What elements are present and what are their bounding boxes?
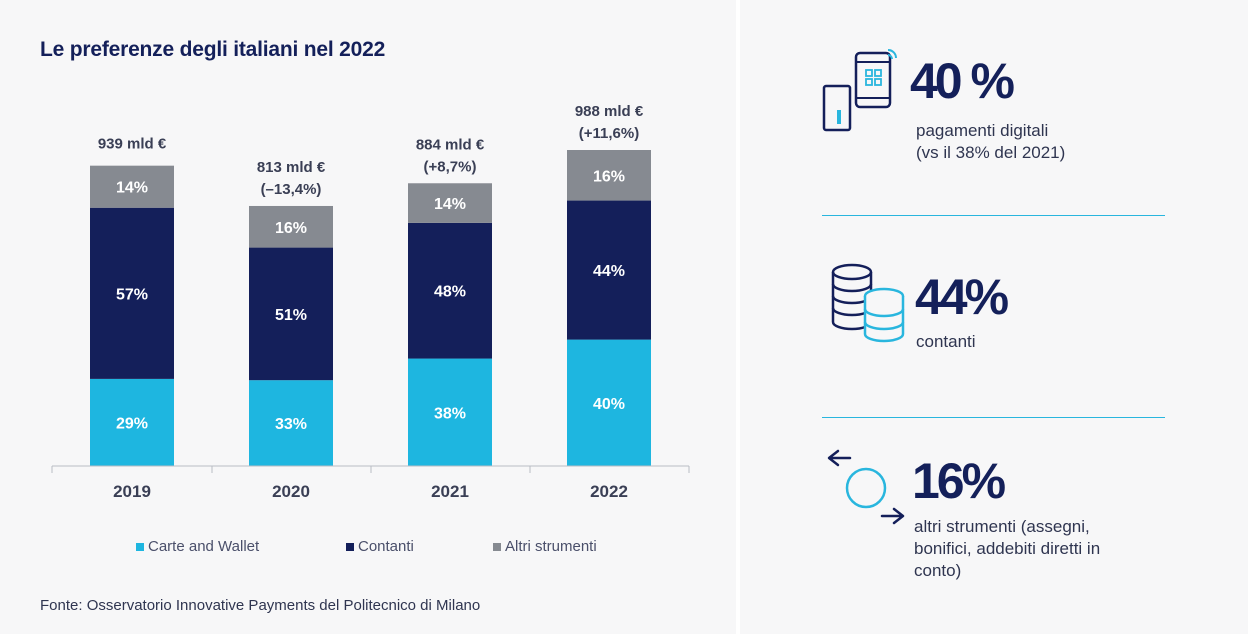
x-tick-label: 2020 <box>272 482 310 501</box>
chart-title: Le preferenze degli italiani nel 2022 <box>40 38 386 61</box>
bar-segment-altri-strumenti-2022 <box>567 150 651 201</box>
stat-label-altri-line-2: bonifici, addebiti diretti in <box>914 539 1101 558</box>
bar-segment-altri-strumenti-2020 <box>249 205 333 248</box>
stat-label-digital-line-2: (vs il 38% del 2021) <box>916 143 1066 162</box>
stat-label-digital-line-1: pagamenti digitali <box>916 121 1049 140</box>
bar-total-label: 988 mld € <box>575 103 644 120</box>
x-tick-label: 2021 <box>431 482 469 501</box>
segment-label: 44% <box>593 263 625 280</box>
bar-segment-altri-strumenti-2019 <box>90 165 174 208</box>
bar-segment-altri-strumenti-2021 <box>408 183 492 223</box>
bar-change-label: (+11,6%) <box>579 125 639 142</box>
legend-swatch-contanti <box>346 542 354 551</box>
phone-card-icon <box>822 49 897 132</box>
coins-icon <box>831 263 905 343</box>
legend-label-altri: Altri strumenti <box>505 538 597 555</box>
bar-segment-contanti-2020 <box>249 247 333 381</box>
stat-value-digital: 40 % <box>910 53 1015 109</box>
legend-item-contanti: Contanti <box>346 538 414 555</box>
divider-1 <box>822 215 1165 216</box>
legend-swatch-carte <box>136 542 144 551</box>
stat-value-contanti: 44% <box>915 269 1009 325</box>
segment-label: 14% <box>434 196 466 213</box>
divider-2 <box>822 417 1165 418</box>
segment-label: 51% <box>275 307 307 324</box>
segment-label: 16% <box>275 220 307 237</box>
stat-label-digital: pagamenti digitali (vs il 38% del 2021) <box>916 120 1065 164</box>
stat-label-altri-line-1: altri strumenti (assegni, <box>914 517 1090 536</box>
bar-segment-carte-and-wallet-2021 <box>408 358 492 466</box>
bar-total-label: 884 mld € <box>416 136 485 153</box>
bar-segment-contanti-2021 <box>408 222 492 359</box>
chart-legend: Carte and Wallet Contanti Altri strument… <box>0 538 736 558</box>
segment-label: 38% <box>434 405 466 422</box>
segment-label: 14% <box>116 180 148 197</box>
bar-total-label: 813 mld € <box>257 159 326 176</box>
stacked-bar-chart: 29% 57% 14% 2019 939 mld € 33% 51% 16% 2020 (–13,… <box>51 103 690 501</box>
exchange-arrows-icon <box>827 449 905 525</box>
stat-label-contanti: contanti <box>916 331 976 353</box>
stat-label-altri-line-3: conto) <box>914 561 962 580</box>
stat-value-altri: 16% <box>912 453 1006 509</box>
bar-segment-carte-and-wallet-2022 <box>567 339 651 466</box>
segment-label: 48% <box>434 284 466 301</box>
segment-label: 33% <box>275 416 307 433</box>
segment-label: 29% <box>116 415 148 432</box>
legend-item-carte: Carte and Wallet <box>136 538 259 555</box>
segment-label: 57% <box>116 286 148 303</box>
legend-swatch-altri <box>493 542 501 551</box>
legend-label-carte: Carte and Wallet <box>148 538 260 555</box>
stat-label-altri: altri strumenti (assegni, bonifici, adde… <box>914 516 1100 582</box>
bar-total-label: 939 mld € <box>98 136 167 153</box>
stat-label-contanti-line-1: contanti <box>916 332 976 351</box>
bar-segment-carte-and-wallet-2019 <box>90 378 174 466</box>
bar-change-label: (–13,4%) <box>261 181 322 198</box>
source-note: Fonte: Osservatorio Innovative Payments … <box>40 597 481 614</box>
x-tick-label: 2019 <box>113 482 151 501</box>
stats-list: 40 % pagamenti digitali (vs il 38% del 2… <box>740 0 1248 634</box>
bar-segment-contanti-2019 <box>90 207 174 379</box>
segment-label: 16% <box>593 168 625 185</box>
bar-segment-carte-and-wallet-2020 <box>249 380 333 466</box>
bar-segment-contanti-2022 <box>567 200 651 340</box>
segment-label: 40% <box>593 396 625 413</box>
legend-item-altri: Altri strumenti <box>493 538 597 555</box>
bar-change-label: (+8,7%) <box>424 158 477 175</box>
x-tick-label: 2022 <box>590 482 628 501</box>
legend-label-contanti: Contanti <box>358 538 414 555</box>
